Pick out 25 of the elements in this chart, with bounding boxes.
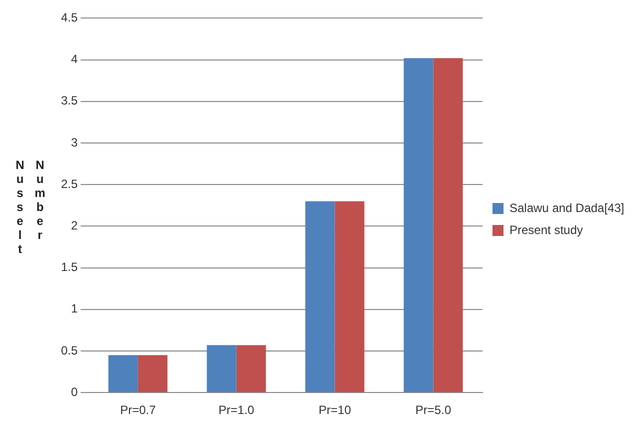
x-tick-label: Pr=5.0 (415, 403, 452, 418)
y-axis-title: Nusselt Number (12, 158, 48, 258)
y-tick-label: 0.5 (60, 343, 78, 358)
bar (305, 201, 335, 392)
bar (236, 345, 266, 392)
bar (108, 355, 138, 392)
y-tick-label: 2 (70, 218, 78, 233)
bar (138, 355, 168, 392)
bar (433, 58, 463, 392)
y-tick-label: 4.5 (60, 10, 78, 25)
bar (334, 201, 364, 392)
y-tick-label: 3 (70, 135, 78, 150)
x-tick-label: Pr=1.0 (218, 403, 255, 418)
y-tick-label: 1.5 (60, 260, 78, 274)
bar (206, 345, 236, 392)
y-tick-label: 1 (70, 302, 78, 316)
bar (404, 58, 434, 392)
legend-label: Present study (510, 222, 583, 237)
x-tick-label: Pr=0.7 (120, 403, 156, 418)
y-tick-label: 3.5 (60, 94, 78, 108)
y-tick-label: 0 (70, 384, 78, 399)
legend-label: Salawu and Dada[43] (510, 200, 624, 215)
y-tick-label: 2.5 (60, 176, 78, 191)
x-tick-label: Pr=10 (318, 403, 352, 418)
y-tick-label: 4 (70, 52, 78, 66)
